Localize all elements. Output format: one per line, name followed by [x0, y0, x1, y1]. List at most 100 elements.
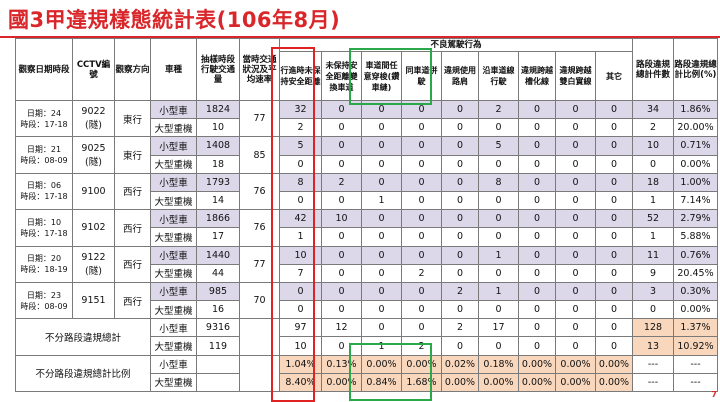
violation-count-cell: 0	[595, 99, 633, 120]
violation-count-cell: 0	[478, 227, 519, 247]
violation-count-cell: 8	[478, 172, 519, 192]
obs-period: 時段：17-18	[20, 192, 68, 202]
violation-count-cell: 0	[321, 136, 362, 156]
violation-ratio-cell: 0.00%	[478, 372, 519, 393]
direction-cell: 東行	[114, 99, 151, 138]
violation-count-cell: 0	[595, 136, 633, 156]
violation-count-cell: 8	[279, 172, 322, 192]
segment-ratio-cell: 7.14%	[673, 190, 718, 211]
violation-count-cell: 0	[279, 281, 322, 302]
header-violation-5: 違規使用路肩	[441, 51, 479, 101]
cctv-cell: 9022 (隧)	[72, 99, 115, 138]
violation-count-cell: 0	[478, 263, 519, 283]
violation-ratio-cell: 8.40%	[279, 372, 322, 393]
obs-period: 時段：17-18	[20, 228, 68, 238]
segment-ratio-cell: 0.30%	[673, 281, 718, 302]
header-vehicle-type: 車種	[150, 38, 197, 101]
violation-count-cell: 10	[279, 336, 322, 356]
violation-count-cell: 0	[595, 227, 633, 247]
violation-ratio-cell: 0.00%	[555, 354, 596, 374]
violation-count-cell: 0	[321, 281, 362, 302]
violation-count-cell: 0	[401, 118, 442, 138]
obs-date: 日期：24	[26, 108, 62, 118]
volume-cell: 10	[196, 118, 240, 138]
cctv-id: 9102	[81, 222, 106, 234]
cctv-cell: 9122 (隧)	[72, 245, 115, 283]
violation-count-cell: 0	[595, 281, 633, 302]
violation-ratio-cell: 0.13%	[321, 354, 362, 374]
segment-total-cell: 3	[632, 281, 674, 302]
cctv-cell: 9151	[72, 281, 115, 320]
title-divider	[0, 36, 720, 38]
violation-count-cell: 0	[595, 172, 633, 192]
violation-count-cell: 0	[401, 190, 442, 211]
violation-count-cell: 0	[361, 227, 402, 247]
violation-count-cell: 0	[478, 300, 519, 320]
vehicle-type-cell: 大型重機	[150, 190, 197, 211]
volume-cell: 9316	[196, 318, 240, 338]
segment-total-cell: 0	[632, 154, 674, 174]
violation-count-cell: 0	[555, 136, 596, 156]
segment-total-cell: 1	[632, 227, 674, 247]
violation-count-cell: 0	[518, 172, 556, 192]
speed-cell: 77	[239, 245, 280, 283]
violation-count-cell: 0	[555, 154, 596, 174]
violation-count-cell: 0	[595, 336, 633, 356]
violation-count-cell: 10	[321, 209, 362, 229]
segment-total-cell: 11	[632, 245, 674, 265]
cctv-cell: 9025 (隧)	[72, 136, 115, 174]
segment-ratio-cell: 1.86%	[673, 99, 718, 120]
direction-cell: 西行	[114, 209, 151, 247]
violation-count-cell: 0	[401, 172, 442, 192]
violation-ratio-cell: 1.68%	[401, 372, 442, 393]
violation-count-cell: 0	[518, 154, 556, 174]
header-segment-total: 路段違規總計件數	[632, 38, 674, 101]
violation-count-cell: 7	[279, 263, 322, 283]
violation-count-cell: 0	[361, 281, 402, 302]
violation-ratio-cell: 0.00%	[401, 354, 442, 374]
header-traffic-speed: 當時交通狀況及平均速率	[239, 38, 280, 101]
segment-total-cell: ---	[632, 354, 674, 374]
cctv-id: 9022	[81, 106, 106, 118]
speed-cell: 76	[239, 209, 280, 247]
violation-count-cell: 0	[321, 245, 362, 265]
violation-count-cell: 0	[555, 245, 596, 265]
violation-count-cell: 0	[441, 172, 479, 192]
segment-ratio-cell: 20.00%	[673, 118, 718, 138]
violation-count-cell: 2	[401, 336, 442, 356]
segment-ratio-cell: ---	[673, 354, 718, 374]
segment-total-cell: 52	[632, 209, 674, 229]
violation-count-cell: 0	[279, 300, 322, 320]
cctv-note: (隧)	[85, 156, 102, 168]
violation-count-cell: 1	[478, 281, 519, 302]
table-row: 大型重機 14 0 0 1 0 0 0 0 0 0 1 7.14%	[16, 190, 718, 211]
direction-cell: 西行	[114, 172, 151, 211]
summary-total-label: 不分路段違規總計	[15, 318, 151, 356]
obs-date: 日期：10	[26, 217, 62, 227]
violation-count-cell: 0	[401, 154, 442, 174]
volume-cell: 985	[196, 281, 240, 302]
header-violation-6: 沿車道線行駛	[478, 51, 519, 101]
table-row: 日期：10 時段：17-18 9102 西行 小型車 1866 76 42 10 0 0 0 0 0 0 0 5…	[15, 209, 718, 247]
violation-count-cell: 0	[555, 190, 596, 211]
violation-count-cell: 0	[441, 300, 479, 320]
header-segment-ratio: 路段違規總計比例(%)	[673, 38, 718, 101]
violation-count-cell: 0	[361, 172, 402, 192]
header-violation-1: 行進時未保持安全距離	[279, 51, 322, 101]
volume-cell: 17	[196, 227, 240, 247]
violation-count-cell: 0	[361, 263, 402, 283]
cctv-id: 9100	[81, 185, 106, 197]
cctv-note: (隧)	[85, 120, 102, 132]
header-location-time: 觀察日期時段	[15, 38, 73, 101]
obs-period: 時段：18-19	[20, 265, 68, 275]
vehicle-type-cell: 大型重機	[150, 300, 197, 320]
violation-count-cell: 0	[555, 300, 596, 320]
header-violation-4: 同車道併駛	[401, 51, 442, 101]
violation-stats-table: 觀察日期時段 CCTV編號 觀察方向 車種 抽樣時段行駛交通量 當時交通狀況及平均速率 不良…	[15, 38, 718, 393]
violation-count-cell: 0	[441, 245, 479, 265]
vehicle-type-cell: 大型重機	[150, 118, 197, 138]
speed-cell: 77	[239, 99, 280, 138]
violation-count-cell: 0	[478, 209, 519, 229]
violation-count-cell: 0	[441, 154, 479, 174]
table-row: 日期：24 時段：17-18 9022 (隧) 東行 小型車 1824 77 32 0 0 0 0 2 0 0…	[15, 99, 718, 138]
